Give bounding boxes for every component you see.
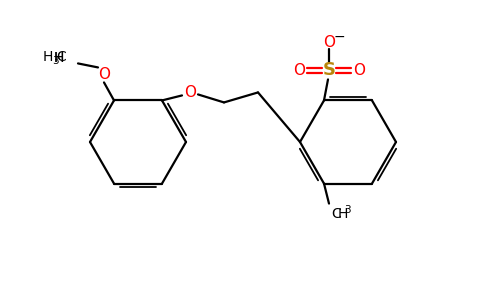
Text: O: O bbox=[323, 35, 335, 50]
Text: 3: 3 bbox=[52, 56, 58, 66]
Text: O: O bbox=[293, 63, 305, 78]
Text: H: H bbox=[54, 51, 64, 65]
Text: C: C bbox=[331, 207, 341, 220]
Text: O: O bbox=[353, 63, 365, 78]
Text: H: H bbox=[54, 51, 64, 65]
Text: O: O bbox=[98, 67, 110, 82]
Text: C: C bbox=[56, 50, 66, 64]
Text: H: H bbox=[338, 207, 348, 220]
Text: O: O bbox=[184, 85, 196, 100]
Text: 3: 3 bbox=[344, 205, 350, 214]
Text: −: − bbox=[333, 29, 345, 44]
Text: S: S bbox=[322, 61, 335, 80]
Text: H: H bbox=[43, 50, 53, 64]
